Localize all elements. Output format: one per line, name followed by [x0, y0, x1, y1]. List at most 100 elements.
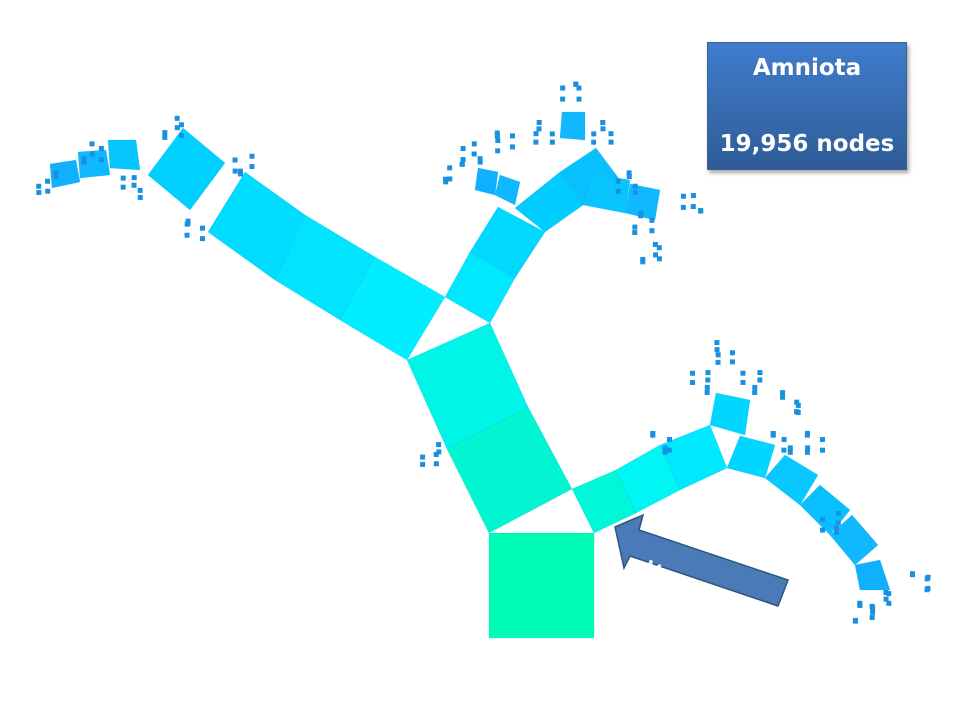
leaf-node — [447, 176, 453, 182]
leaf-node — [477, 159, 483, 165]
leaf-node — [704, 384, 710, 390]
leaf-node — [495, 138, 501, 144]
leaf-node — [883, 596, 889, 602]
leaf-node — [162, 130, 168, 136]
tree-node-square — [474, 167, 499, 196]
leaf-node — [805, 445, 811, 451]
leaf-node — [536, 126, 542, 132]
leaf-node — [184, 232, 190, 238]
leaf-node — [549, 139, 555, 145]
leaf-node — [53, 174, 59, 180]
leaf-node — [436, 442, 442, 448]
leaf-node — [433, 461, 439, 467]
tree-node-square — [488, 532, 595, 639]
leaf-node — [433, 451, 439, 457]
leaf-node — [36, 183, 42, 189]
leaf-node — [714, 340, 720, 346]
leaf-node — [591, 139, 597, 145]
leaf-node — [820, 436, 825, 442]
leaf-node — [857, 600, 863, 606]
leaf-node — [199, 236, 205, 242]
leaf-node — [199, 225, 205, 231]
leaf-node — [820, 516, 826, 522]
leaf-node — [471, 141, 477, 147]
leaf-node — [690, 379, 696, 385]
leaf-node — [705, 370, 711, 376]
leaf-node — [560, 85, 566, 91]
leaf-node — [757, 377, 763, 383]
leaf-node — [232, 157, 238, 163]
leaf-node — [752, 389, 758, 395]
leaf-node — [549, 131, 555, 137]
leaf-node — [652, 241, 658, 247]
leaf-node — [787, 445, 793, 451]
leaf-node — [460, 146, 466, 152]
leaf-node — [740, 379, 746, 385]
leaf-node — [89, 141, 95, 147]
leaf-node — [869, 614, 875, 620]
tree-node-square — [147, 127, 226, 211]
leaf-node — [237, 168, 243, 174]
leaf-node — [459, 161, 465, 167]
leaf-node — [477, 156, 483, 162]
leaf-node — [662, 449, 668, 455]
leaf-node — [690, 204, 696, 210]
leaf-node — [185, 218, 191, 224]
leaf-node — [714, 347, 720, 353]
leaf-node — [471, 151, 477, 157]
tree-node-square — [494, 174, 521, 206]
leaf-node — [45, 188, 51, 194]
leaf-node — [869, 603, 875, 609]
leaf-node — [131, 182, 137, 188]
leaf-node — [820, 527, 826, 533]
leaf-node — [924, 587, 930, 593]
leaf-node — [533, 139, 539, 145]
leaf-node — [443, 179, 449, 185]
leaf-node — [883, 590, 889, 596]
leaf-node — [560, 96, 566, 102]
leaf-node — [137, 187, 143, 193]
leaf-node — [420, 454, 426, 460]
leaf-node — [45, 178, 51, 184]
leaf-node — [852, 617, 858, 623]
leaf-node — [495, 148, 501, 154]
tree-node-square — [726, 435, 776, 479]
leaf-node — [781, 447, 787, 453]
tree-node-square — [49, 159, 81, 189]
leaf-node — [835, 511, 841, 517]
leaf-node — [650, 432, 656, 438]
leaf-node — [781, 436, 787, 442]
leaf-node — [680, 204, 686, 210]
leaf-node — [120, 175, 126, 181]
leaf-node — [667, 436, 673, 442]
leaf-node — [600, 120, 606, 126]
leaf-node — [662, 445, 668, 451]
leaf-node — [573, 81, 579, 87]
leaf-node — [705, 377, 711, 383]
tree-node-square — [854, 559, 891, 591]
leaf-node — [752, 384, 758, 390]
leaf-node — [780, 390, 786, 396]
leaf-node — [238, 171, 244, 177]
leaf-node — [833, 525, 839, 531]
leaf-node — [780, 394, 786, 400]
leaf-node — [715, 352, 721, 358]
leaf-node — [36, 189, 42, 195]
leaf-node — [608, 139, 614, 145]
leaf-node — [649, 228, 655, 234]
leaf-node — [249, 153, 255, 159]
leaf-node — [740, 370, 746, 376]
leaf-node — [615, 178, 621, 184]
leaf-node — [886, 591, 892, 597]
leaf-node — [757, 370, 763, 376]
tree-node-square — [107, 139, 141, 171]
leaf-node — [626, 174, 632, 180]
leaf-node — [632, 229, 638, 235]
leaf-node — [632, 189, 638, 195]
leaf-node — [576, 85, 582, 91]
tree-node-square — [709, 392, 751, 436]
leaf-node — [536, 120, 542, 126]
leaf-node — [638, 213, 644, 219]
leaf-node — [632, 183, 638, 189]
leaf-node — [680, 193, 686, 199]
